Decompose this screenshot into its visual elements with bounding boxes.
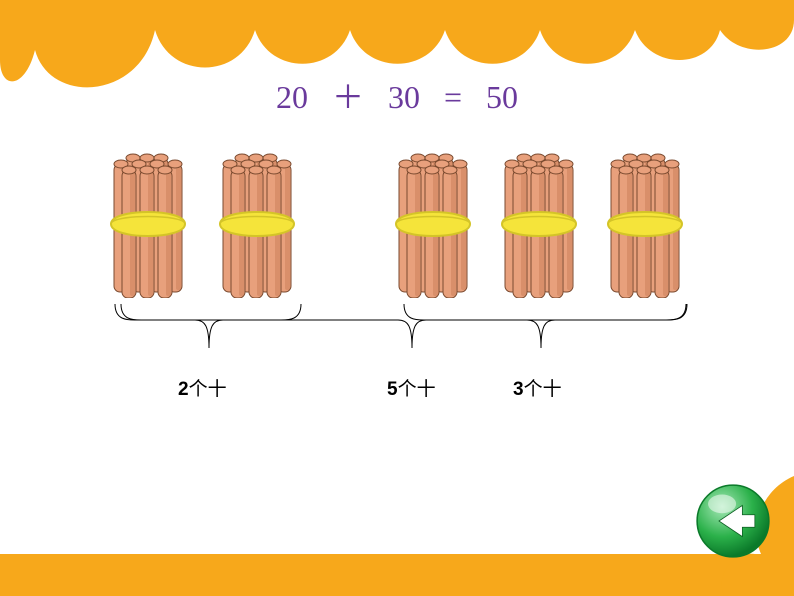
equals-sign: = bbox=[444, 79, 462, 115]
operand-b: 30 bbox=[388, 79, 420, 115]
back-button[interactable] bbox=[694, 482, 772, 560]
stick-bundle bbox=[388, 148, 478, 298]
group-label: 2个十 bbox=[178, 374, 227, 401]
bottom-bar bbox=[0, 554, 794, 596]
operator-plus: ＋ bbox=[332, 79, 364, 115]
braces bbox=[0, 300, 794, 370]
group-label: 3个十 bbox=[513, 374, 562, 401]
operand-a: 20 bbox=[276, 79, 308, 115]
stick-bundle bbox=[103, 148, 193, 298]
equation: 20 ＋ 30 = 50 bbox=[0, 72, 794, 118]
bundles-area bbox=[0, 148, 794, 308]
group-label: 5个十 bbox=[387, 374, 436, 401]
back-arrow-icon bbox=[694, 482, 772, 560]
brace bbox=[404, 304, 687, 348]
stick-bundle bbox=[494, 148, 584, 298]
result: 50 bbox=[486, 79, 518, 115]
stick-bundle bbox=[600, 148, 690, 298]
stick-bundle bbox=[212, 148, 302, 298]
brace bbox=[115, 304, 301, 348]
